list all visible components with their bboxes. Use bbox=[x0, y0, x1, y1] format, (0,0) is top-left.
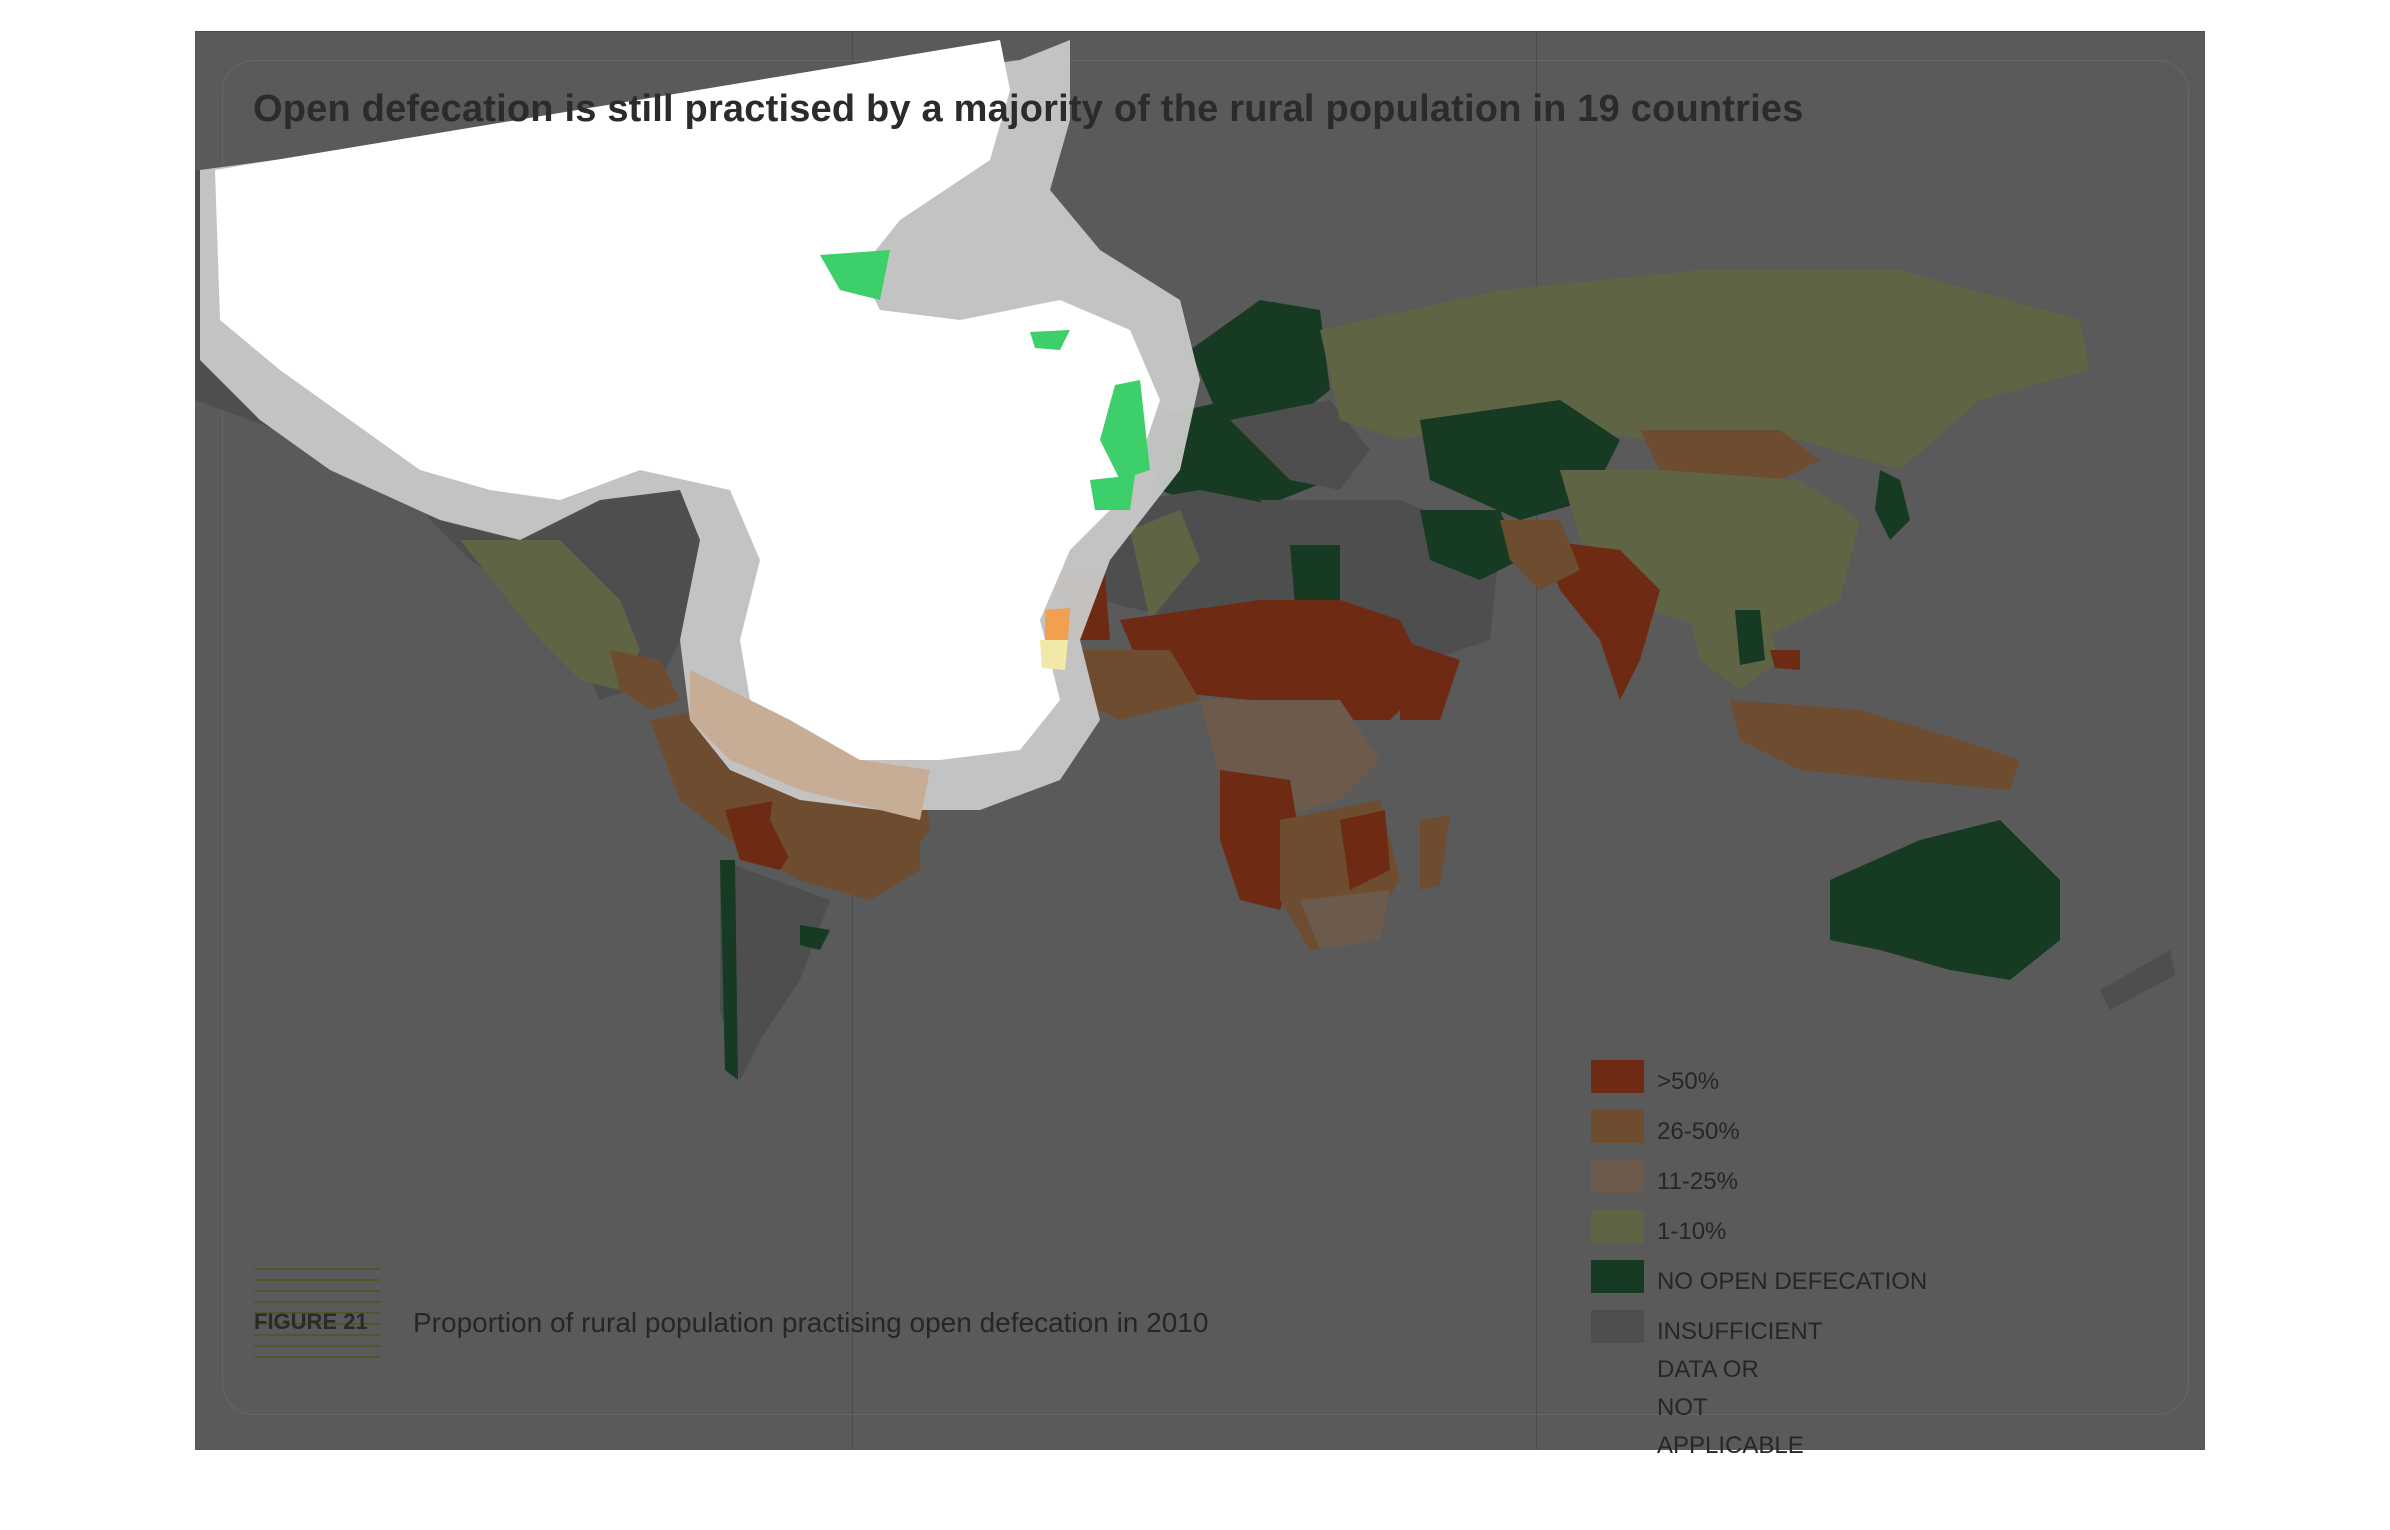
page-title: Open defecation is still practised by a … bbox=[253, 88, 1804, 130]
uk-bright bbox=[1100, 380, 1150, 480]
region-afghanistan-pakistan bbox=[1500, 520, 1580, 590]
greenland-bright bbox=[820, 250, 890, 300]
legend-label: 1-10% bbox=[1657, 1218, 1727, 1245]
region-southern-cone bbox=[720, 860, 830, 1080]
region-chile bbox=[720, 860, 738, 1080]
region-eastern-europe bbox=[1230, 400, 1370, 490]
region-japan bbox=[1875, 470, 1910, 540]
mauritania-bright bbox=[1045, 608, 1070, 640]
legend-label: >50% bbox=[1657, 1068, 1720, 1095]
fold-line bbox=[195, 31, 2205, 32]
fold-line bbox=[1536, 31, 1537, 1450]
region-west-africa bbox=[1070, 650, 1200, 720]
region-south-africa bbox=[1300, 890, 1390, 950]
legend-label: 26-50% bbox=[1657, 1118, 1740, 1145]
region-mexico bbox=[460, 540, 640, 690]
region-western-sahara bbox=[1130, 510, 1200, 620]
figure-label: FIGURE 21 bbox=[254, 1309, 368, 1334]
glare-spot bbox=[215, 40, 1160, 760]
legend-swatch bbox=[1591, 1060, 1644, 1093]
legend-swatch bbox=[1591, 1160, 1644, 1193]
region-sahel bbox=[1120, 600, 1430, 720]
region-south-asia bbox=[1540, 540, 1660, 700]
senegal-bright bbox=[1040, 640, 1068, 670]
region-iran bbox=[1420, 510, 1520, 580]
legend-swatch bbox=[1591, 1260, 1644, 1293]
legend-swatch bbox=[1591, 1110, 1644, 1143]
region-australia bbox=[1830, 820, 2060, 980]
legend-label: NO OPEN DEFECATION bbox=[1657, 1268, 1928, 1295]
region-uruguay bbox=[800, 925, 830, 950]
figure-caption: Proportion of rural population practisin… bbox=[413, 1307, 1209, 1338]
region-horn-of-africa bbox=[1400, 640, 1460, 720]
region-scandinavia bbox=[1190, 300, 1330, 430]
legend-swatch bbox=[1591, 1210, 1644, 1243]
region-mongolia bbox=[1640, 430, 1820, 480]
legend-label: 11-25% bbox=[1657, 1168, 1738, 1195]
figure-lines-decoration bbox=[254, 1268, 380, 1378]
region-mozambique bbox=[1340, 810, 1390, 890]
region-new-zealand bbox=[2100, 950, 2175, 1010]
iceland-bright bbox=[1030, 330, 1070, 350]
region-egypt bbox=[1290, 545, 1340, 605]
region-madagascar bbox=[1420, 815, 1450, 890]
brazil-glare-tint bbox=[690, 670, 930, 820]
iberia-bright bbox=[1090, 475, 1135, 510]
region-cambodia bbox=[1770, 650, 1800, 670]
legend-label: INSUFFICIENT DATA OR NOT APPLICABLE bbox=[1657, 1318, 1822, 1459]
region-indonesia bbox=[1730, 700, 2020, 790]
region-southeast-asia bbox=[1680, 580, 1780, 690]
legend-swatch bbox=[1591, 1310, 1644, 1343]
map-panel bbox=[222, 60, 2189, 1415]
region-thailand bbox=[1735, 610, 1765, 665]
region-central-america bbox=[610, 650, 680, 710]
